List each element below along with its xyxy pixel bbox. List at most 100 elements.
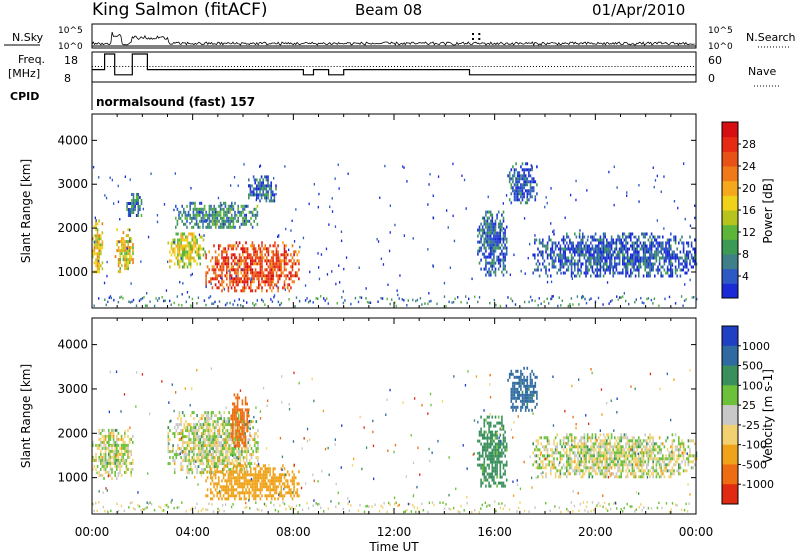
heatmap-cell — [197, 426, 200, 430]
heatmap-cell — [175, 204, 177, 208]
nave-dot — [611, 66, 613, 67]
heatmap-cell — [219, 283, 222, 287]
heatmap-cell — [118, 240, 120, 244]
heatmap-cell — [540, 460, 542, 464]
heatmap-cell — [493, 231, 495, 235]
nave-dot — [493, 66, 495, 67]
heatmap-cell — [100, 264, 102, 268]
heatmap-cell — [251, 256, 254, 260]
heatmap-cell — [520, 369, 522, 373]
heatmap-cell — [548, 235, 550, 239]
heatmap-cell — [243, 268, 246, 272]
heatmap-cell — [124, 258, 126, 262]
heatmap-cell — [108, 443, 110, 447]
heatmap-cell — [169, 265, 171, 269]
heatmap-cell — [261, 482, 263, 486]
heatmap-cell — [246, 247, 249, 251]
heatmap-cell — [639, 256, 642, 260]
heatmap-cell — [585, 241, 587, 245]
heatmap-cell — [543, 265, 546, 269]
heatmap-cell — [245, 204, 247, 208]
freq-unit-label: [MHz] — [8, 67, 40, 80]
heatmap-cell — [257, 181, 260, 185]
heatmap-cell — [538, 463, 541, 467]
heatmap-cell — [599, 253, 602, 257]
heatmap-cell — [628, 262, 630, 266]
heatmap-cell — [221, 459, 224, 463]
heatmap-cell — [247, 462, 250, 466]
heatmap-cell — [690, 253, 693, 257]
heatmap-cell — [577, 247, 579, 251]
nave-dot — [149, 66, 151, 67]
heatmap-cell — [240, 213, 243, 217]
heatmap-cell — [221, 432, 224, 436]
heatmap-cell — [622, 262, 624, 266]
heatmap-cell — [558, 268, 560, 272]
heatmap-cell — [488, 457, 490, 461]
heatmap-cell — [239, 210, 241, 214]
heatmap-cell — [689, 250, 691, 254]
heatmap-cell — [534, 375, 537, 379]
heatmap-cell — [215, 225, 217, 229]
heatmap-cell — [241, 399, 244, 403]
heatmap-cell — [313, 183, 315, 186]
heatmap-cell — [578, 256, 581, 260]
heatmap-cell — [526, 399, 529, 403]
heatmap-cell — [93, 246, 96, 250]
heatmap-cell — [518, 381, 521, 385]
heatmap-cell — [202, 253, 205, 257]
heatmap-cell — [510, 297, 512, 300]
heatmap-cell — [254, 485, 257, 489]
heatmap-cell — [478, 433, 481, 437]
heatmap-cell — [463, 178, 466, 182]
heatmap-cell — [529, 378, 532, 382]
heatmap-cell — [491, 466, 494, 470]
heatmap-cell — [518, 378, 521, 382]
nave-dot — [107, 66, 109, 67]
heatmap-cell — [252, 302, 254, 305]
heatmap-cell — [264, 473, 266, 477]
heatmap-cell — [194, 207, 196, 211]
heatmap-cell — [551, 262, 554, 266]
heatmap-cell — [550, 238, 552, 242]
heatmap-cell — [680, 295, 683, 298]
heatmap-cell — [237, 219, 239, 223]
heatmap-cell — [105, 303, 107, 307]
heatmap-cell — [554, 241, 557, 245]
heatmap-cell — [253, 435, 256, 439]
heatmap-cell — [191, 235, 194, 239]
nave-dot — [551, 66, 552, 67]
heatmap-cell — [520, 408, 522, 412]
heatmap-cell — [231, 216, 233, 220]
heatmap-cell — [242, 482, 244, 486]
heatmap-cell — [250, 256, 252, 260]
heatmap-cell — [210, 447, 213, 451]
heatmap-cell — [109, 449, 112, 453]
heatmap-cell — [369, 301, 372, 304]
heatmap-cell — [125, 264, 128, 268]
heatmap-cell — [234, 277, 236, 281]
heatmap-cell — [497, 234, 500, 238]
heatmap-cell — [217, 441, 219, 445]
heatmap-cell — [210, 259, 212, 263]
heatmap-cell — [520, 189, 522, 193]
heatmap-cell — [254, 259, 257, 263]
heatmap-cell — [261, 262, 263, 266]
heatmap-cell — [649, 247, 651, 251]
heatmap-cell — [130, 282, 132, 285]
heatmap-cell — [502, 427, 505, 431]
heatmap-cell — [188, 471, 190, 475]
heatmap-cell — [483, 475, 486, 479]
heatmap-cell — [644, 244, 646, 248]
heatmap-cell — [196, 444, 198, 448]
heatmap-cell — [251, 479, 254, 483]
heatmap-cell — [493, 451, 495, 455]
heatmap-cell — [644, 262, 646, 266]
heatmap-cell — [502, 472, 505, 476]
heatmap-cell — [548, 262, 550, 266]
heatmap-cell — [630, 235, 632, 239]
heatmap-cell — [95, 234, 97, 238]
heatmap-cell — [572, 271, 574, 275]
heatmap-cell — [666, 256, 669, 260]
heatmap-cell — [259, 253, 262, 257]
